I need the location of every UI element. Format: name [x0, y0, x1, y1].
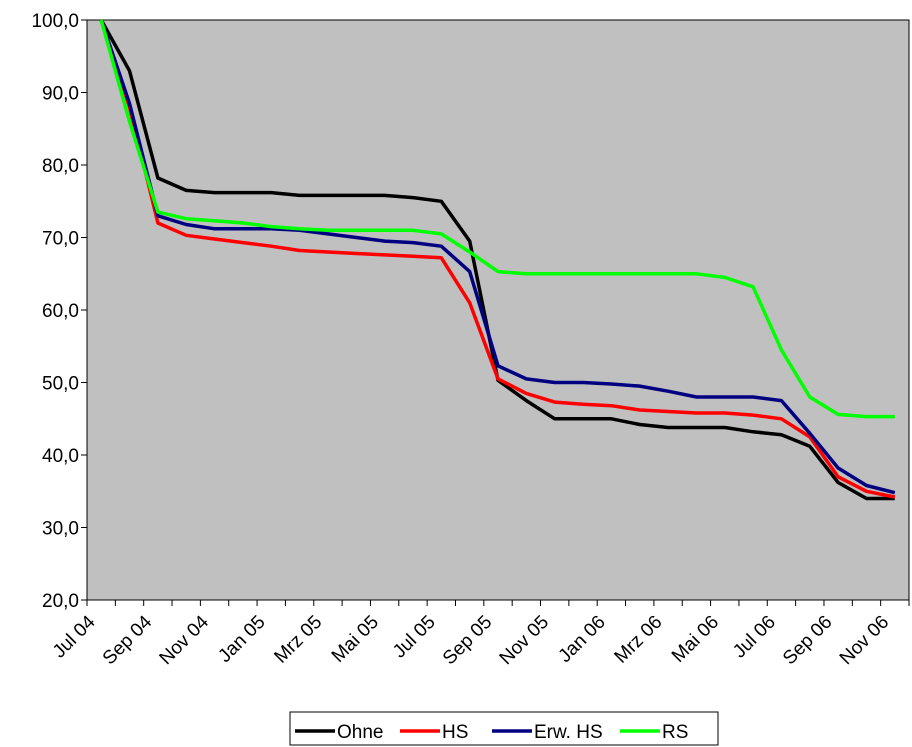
y-tick-label: 20,0: [42, 591, 79, 612]
legend: Ohne HS Erw. HS RS: [289, 711, 719, 746]
x-tick-label: Nov 05: [496, 612, 553, 669]
x-tick-label: Sep 05: [439, 612, 496, 669]
y-tick-label: 60,0: [42, 301, 79, 322]
x-tick-label: Mai 05: [328, 612, 383, 667]
y-tick-label: 100,0: [31, 11, 79, 32]
x-tick-label: Jul 06: [729, 612, 780, 663]
plot-area: [86, 19, 910, 601]
series-line-rs: [99, 19, 895, 419]
y-tick-label: 50,0: [42, 374, 79, 395]
series-line-erw-hs: [99, 19, 896, 495]
x-tick-label: Nov 06: [836, 612, 893, 669]
y-tick-label: 40,0: [42, 446, 79, 467]
series-line-hs: [99, 19, 896, 499]
x-tick-label: Sep 04: [99, 611, 157, 669]
x-tick-label: Jul 05: [389, 612, 440, 663]
x-tick-label: Nov 04: [156, 611, 214, 669]
x-tick-label: Mrz 06: [611, 612, 667, 668]
y-axis: 20,0 30,0 40,0 50,0 60,0 70,0 80,0 90,0 100,0: [31, 11, 87, 612]
legend-label: Erw. HS: [534, 722, 603, 743]
series-lines: [99, 19, 896, 501]
y-tick-label: 30,0: [42, 519, 79, 540]
legend-box: [289, 711, 719, 746]
y-tick-label: 80,0: [42, 156, 79, 177]
legend-label: Ohne: [337, 722, 383, 743]
legend-label: HS: [442, 722, 468, 743]
legend-label: RS: [662, 722, 688, 743]
x-tick-label: Sep 06: [779, 612, 836, 669]
x-axis: Jul 04 Sep 04 Nov 04 Jan 05 Mrz 05 Mai 05 Jul …: [49, 600, 910, 669]
x-tick-label: Mai 06: [668, 612, 723, 667]
y-tick-label: 70,0: [42, 229, 79, 250]
x-tick-label: Jul 04: [49, 611, 100, 662]
x-tick-label: Jan 06: [555, 612, 610, 667]
x-tick-label: Mrz 05: [270, 612, 326, 668]
x-tick-label: Jan 05: [214, 612, 269, 667]
y-tick-label: 90,0: [42, 84, 79, 105]
